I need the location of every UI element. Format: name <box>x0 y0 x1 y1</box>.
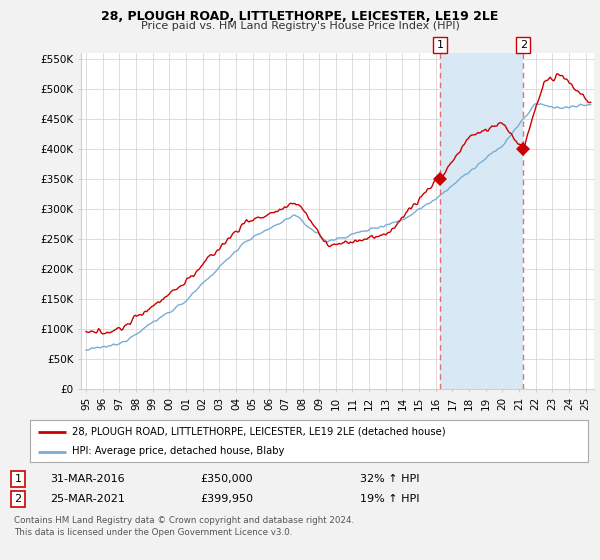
Text: 25-MAR-2021: 25-MAR-2021 <box>50 493 125 503</box>
Text: HPI: Average price, detached house, Blaby: HPI: Average price, detached house, Blab… <box>72 446 284 456</box>
Text: 1: 1 <box>436 40 443 50</box>
Text: This data is licensed under the Open Government Licence v3.0.: This data is licensed under the Open Gov… <box>14 528 292 537</box>
Text: 2: 2 <box>520 40 527 50</box>
Text: 2: 2 <box>14 493 22 503</box>
Text: £350,000: £350,000 <box>200 474 253 484</box>
Bar <box>440 53 523 389</box>
Text: £399,950: £399,950 <box>200 493 253 503</box>
Text: 28, PLOUGH ROAD, LITTLETHORPE, LEICESTER, LE19 2LE (detached house): 28, PLOUGH ROAD, LITTLETHORPE, LEICESTER… <box>72 427 445 437</box>
Text: Contains HM Land Registry data © Crown copyright and database right 2024.: Contains HM Land Registry data © Crown c… <box>14 516 354 525</box>
Text: 28, PLOUGH ROAD, LITTLETHORPE, LEICESTER, LE19 2LE: 28, PLOUGH ROAD, LITTLETHORPE, LEICESTER… <box>101 10 499 23</box>
Text: Price paid vs. HM Land Registry's House Price Index (HPI): Price paid vs. HM Land Registry's House … <box>140 21 460 31</box>
Text: 31-MAR-2016: 31-MAR-2016 <box>50 474 125 484</box>
Text: 19% ↑ HPI: 19% ↑ HPI <box>360 493 419 503</box>
Text: 1: 1 <box>14 474 22 484</box>
Text: 32% ↑ HPI: 32% ↑ HPI <box>360 474 419 484</box>
